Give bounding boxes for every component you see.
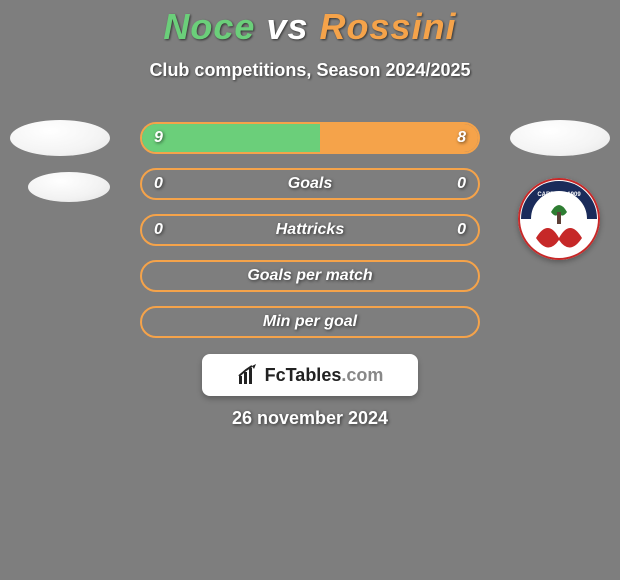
brand-text: FcTables.com bbox=[265, 365, 384, 386]
title-vs: vs bbox=[266, 6, 308, 47]
stat-value-right: 0 bbox=[457, 175, 466, 193]
stat-row-goals-per-match: Goals per match bbox=[140, 260, 480, 292]
player2-club-badge: CARPI FC 1909 bbox=[518, 178, 600, 260]
stat-row-min-per-goal: Min per goal bbox=[140, 306, 480, 338]
stat-value-left: 0 bbox=[154, 221, 163, 239]
stat-bar-right bbox=[320, 124, 478, 152]
stat-label: Goals bbox=[288, 175, 332, 193]
brand-name: FcTables bbox=[265, 365, 342, 385]
stat-value-right: 8 bbox=[457, 129, 466, 147]
subtitle: Club competitions, Season 2024/2025 bbox=[0, 60, 620, 81]
stat-value-left: 9 bbox=[154, 129, 163, 147]
player2-avatar bbox=[510, 120, 610, 156]
player1-club-badge bbox=[28, 172, 110, 202]
brand-chart-icon bbox=[237, 364, 259, 386]
date-text: 26 november 2024 bbox=[0, 408, 620, 429]
comparison-card: Noce vs Rossini Club competitions, Seaso… bbox=[0, 0, 620, 580]
stat-bar-left bbox=[142, 124, 320, 152]
stat-label: Goals per match bbox=[247, 267, 372, 285]
stat-row-matches: 9 Matches 8 bbox=[140, 122, 480, 154]
club-crest-icon: CARPI FC 1909 bbox=[518, 178, 600, 260]
title-player2: Rossini bbox=[320, 6, 457, 47]
brand-domain: .com bbox=[341, 365, 383, 385]
svg-text:CARPI FC 1909: CARPI FC 1909 bbox=[537, 192, 581, 198]
stat-value-left: 0 bbox=[154, 175, 163, 193]
brand-box[interactable]: FcTables.com bbox=[202, 354, 418, 396]
stat-label: Min per goal bbox=[263, 313, 357, 331]
title: Noce vs Rossini bbox=[0, 6, 620, 48]
stat-row-hattricks: 0 Hattricks 0 bbox=[140, 214, 480, 246]
title-player1: Noce bbox=[163, 6, 255, 47]
stat-row-goals: 0 Goals 0 bbox=[140, 168, 480, 200]
stat-value-right: 0 bbox=[457, 221, 466, 239]
player1-avatar bbox=[10, 120, 110, 156]
stat-label: Hattricks bbox=[276, 221, 344, 239]
